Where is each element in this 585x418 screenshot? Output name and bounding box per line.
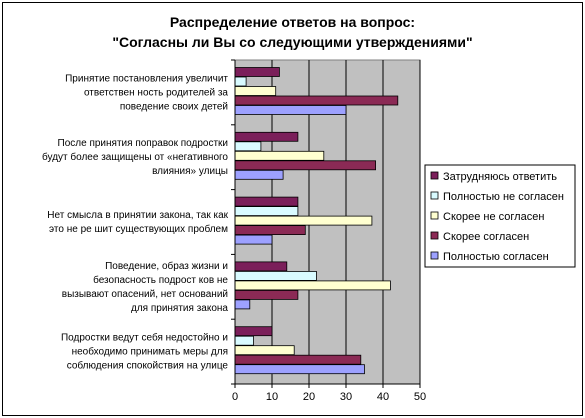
bar bbox=[234, 270, 317, 281]
bar bbox=[234, 160, 377, 171]
category-label: Поведение, образ жизни и безопасность под… bbox=[62, 260, 229, 314]
bar bbox=[234, 225, 306, 236]
legend bbox=[424, 164, 576, 268]
chart-title: Распределение ответов на вопрос: "Соглас… bbox=[0, 12, 585, 52]
x-tick-label: 50 bbox=[414, 391, 426, 403]
category-label: Нет смысла в принятии закона, так как это… bbox=[47, 210, 228, 235]
chart-title-line-2: "Согласны ли Вы со следующими утверждени… bbox=[112, 34, 473, 50]
legend-label: Полностью согласен bbox=[443, 251, 549, 263]
category-label: После принятия поправок подростки будут б… bbox=[42, 138, 228, 177]
bar bbox=[234, 95, 399, 106]
x-tick-label: 20 bbox=[303, 391, 315, 403]
bar bbox=[234, 169, 284, 180]
bar bbox=[234, 206, 299, 217]
legend-label: Скорее согласен bbox=[443, 231, 529, 243]
bar bbox=[234, 215, 373, 226]
category-label: Подростки ведут себя недостойно и необход… bbox=[61, 332, 228, 372]
bar bbox=[234, 345, 295, 356]
x-tick-label: 30 bbox=[340, 391, 352, 403]
bar bbox=[234, 131, 299, 142]
bar bbox=[234, 289, 299, 300]
legend-swatch bbox=[430, 171, 439, 180]
bar bbox=[234, 150, 325, 161]
legend-label: Полностью не согласен bbox=[443, 191, 564, 203]
bar bbox=[234, 326, 273, 337]
x-tick-label: 40 bbox=[377, 391, 389, 403]
legend-label: Скорее не согласен bbox=[443, 211, 544, 223]
bar bbox=[234, 234, 273, 245]
bar bbox=[234, 141, 262, 152]
bar bbox=[234, 261, 288, 272]
legend-swatch bbox=[430, 211, 439, 220]
chart-title-line-1: Распределение ответов на вопрос: bbox=[169, 14, 416, 30]
bar bbox=[234, 105, 347, 115]
x-tick-label: 10 bbox=[266, 391, 278, 403]
x-tick-label: 0 bbox=[232, 391, 238, 403]
bar bbox=[234, 86, 277, 96]
bar bbox=[234, 364, 365, 375]
bar bbox=[234, 67, 280, 77]
category-label: Принятие постановления увеличит ответстве… bbox=[65, 73, 228, 112]
legend-swatch bbox=[430, 191, 439, 200]
bar bbox=[234, 354, 362, 365]
bar bbox=[234, 280, 391, 291]
bar bbox=[234, 299, 251, 310]
legend-swatch bbox=[430, 231, 439, 240]
bar bbox=[234, 196, 299, 207]
bar bbox=[234, 76, 247, 87]
legend-label: Затрудняюсь ответить bbox=[443, 171, 557, 183]
bar bbox=[234, 335, 254, 346]
legend-swatch bbox=[430, 251, 439, 260]
